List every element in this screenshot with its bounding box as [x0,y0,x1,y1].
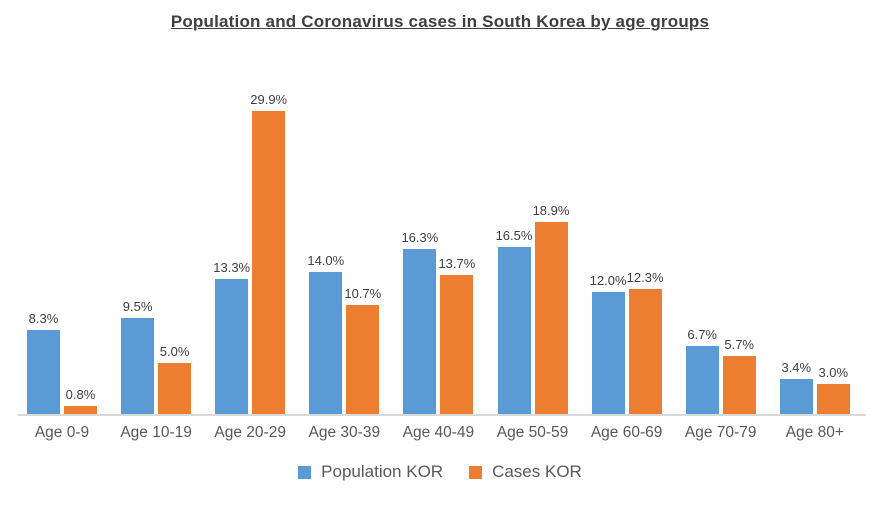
data-label-cases-kor: 18.9% [532,203,570,219]
bar-cases-kor [534,222,568,414]
data-label-population-kor: 12.0% [589,273,627,289]
bar-cases-kor [628,289,662,414]
data-label-population-kor: 8.3% [28,310,59,326]
bar-population-kor [779,379,813,414]
bar-cases-kor [722,356,756,414]
bar-cases-kor [252,110,286,414]
category-label: Age 0-9 [34,424,90,441]
data-label-cases-kor: 12.3% [626,270,664,286]
legend-swatch-population-kor [298,465,312,479]
bar-population-kor [27,329,60,414]
x-axis-line [18,414,866,416]
bar-cases-kor [158,363,192,414]
data-label-cases-kor: 29.9% [250,91,288,107]
category-label: Age 80+ [785,424,844,441]
data-label-cases-kor: 0.8% [65,386,96,402]
data-label-population-kor: 16.5% [495,227,533,243]
data-label-population-kor: 14.0% [307,252,345,268]
bar-population-kor [497,246,531,414]
data-label-cases-kor: 5.0% [159,344,190,360]
bar-population-kor [309,271,343,414]
legend-label-cases-kor: Cases KOR [492,462,582,481]
bar-population-kor [403,248,437,414]
bar-cases-kor [440,274,474,414]
legend-swatch-cases-kor [469,465,483,479]
bar-population-kor [121,317,155,414]
data-label-cases-kor: 10.7% [344,286,382,302]
bar-population-kor [215,279,249,414]
bar-population-kor [591,292,625,414]
legend-item-population-kor: Population KOR [298,462,443,482]
legend: Population KOR Cases KOR [0,462,880,482]
category-label: Age 70-79 [684,424,757,441]
bar-population-kor [685,345,719,414]
category-label: Age 50-59 [496,424,569,441]
data-label-population-kor: 3.4% [781,360,812,376]
data-label-population-kor: 13.3% [213,260,251,275]
legend-item-cases-kor: Cases KOR [469,462,582,482]
category-label: Age 30-39 [308,424,381,441]
data-label-population-kor: 16.3% [401,229,439,245]
legend-label-population-kor: Population KOR [321,462,444,481]
data-label-population-kor: 6.7% [687,326,717,342]
category-label: Age 60-69 [590,424,663,441]
category-label: Age 40-49 [402,424,475,441]
bar-cases-kor [816,383,850,414]
data-label-cases-kor: 5.7% [724,337,754,353]
category-label: Age 10-19 [120,424,192,441]
data-label-cases-kor: 13.7% [438,255,476,271]
bar-cases-kor [346,305,380,414]
chart-title: Population and Coronavirus cases in Sout… [170,12,710,31]
bar-cases-kor [64,405,97,414]
data-label-population-kor: 9.5% [122,298,153,314]
data-label-cases-kor: 3.0% [818,364,849,380]
category-label: Age 20-29 [214,424,286,441]
